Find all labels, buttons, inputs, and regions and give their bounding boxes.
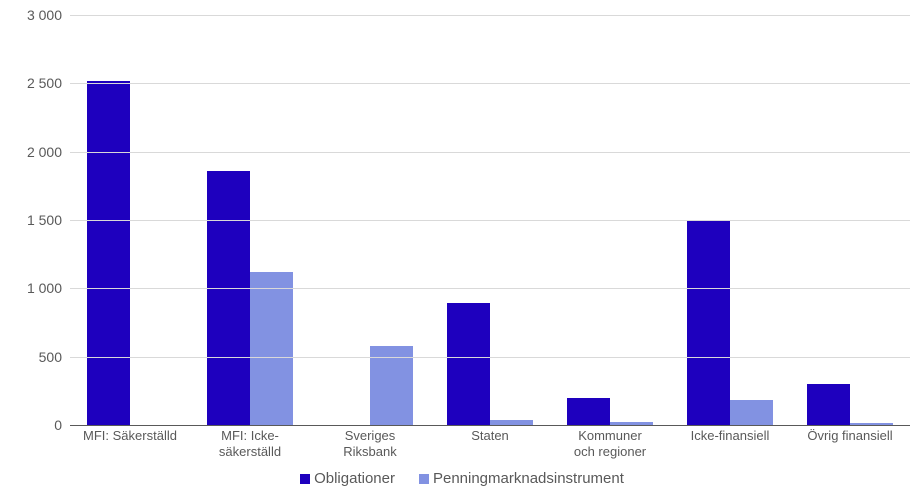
legend: Obligationer Penningmarknadsinstrument (0, 470, 924, 487)
x-axis-label: Sveriges Riksbank (310, 428, 430, 459)
legend-swatch (419, 474, 429, 484)
x-axis-label: MFI: Säkerställd (70, 428, 190, 459)
y-axis-label: 3 000 (6, 7, 62, 23)
bar (730, 400, 773, 425)
x-axis-label: MFI: Icke- säkerställd (190, 428, 310, 459)
y-axis-label: 0 (6, 417, 62, 433)
chart-container: 0 500 1 000 1 500 2 000 2 500 3 000 MFI: Säker… (0, 0, 924, 500)
bar (567, 398, 610, 425)
y-axis-label: 1 000 (6, 280, 62, 296)
gridline (70, 288, 910, 289)
gridline (70, 152, 910, 153)
y-axis-label: 2 000 (6, 144, 62, 160)
y-axis-label: 2 500 (6, 75, 62, 91)
x-axis-labels: MFI: SäkerställdMFI: Icke- säkerställdSv… (70, 428, 910, 459)
gridline (70, 15, 910, 16)
x-axis-label: Kommuner och regioner (550, 428, 670, 459)
bar (687, 221, 730, 425)
x-axis-label: Staten (430, 428, 550, 459)
bar (87, 81, 130, 425)
bar (447, 303, 490, 425)
gridline (70, 83, 910, 84)
y-axis-label: 500 (6, 349, 62, 365)
bar (490, 420, 533, 425)
bar (807, 384, 850, 425)
legend-swatch (300, 474, 310, 484)
gridline (70, 220, 910, 221)
gridline (70, 357, 910, 358)
legend-item: Obligationer (300, 470, 395, 487)
x-axis-label: Övrig finansiell (790, 428, 910, 459)
y-axis-label: 1 500 (6, 212, 62, 228)
x-axis-label: Icke-finansiell (670, 428, 790, 459)
bar (850, 423, 893, 425)
legend-label: Penningmarknadsinstrument (433, 470, 624, 487)
bar (207, 171, 250, 425)
legend-label: Obligationer (314, 470, 395, 487)
bar (610, 422, 653, 425)
bar (250, 272, 293, 425)
legend-item: Penningmarknadsinstrument (419, 470, 624, 487)
